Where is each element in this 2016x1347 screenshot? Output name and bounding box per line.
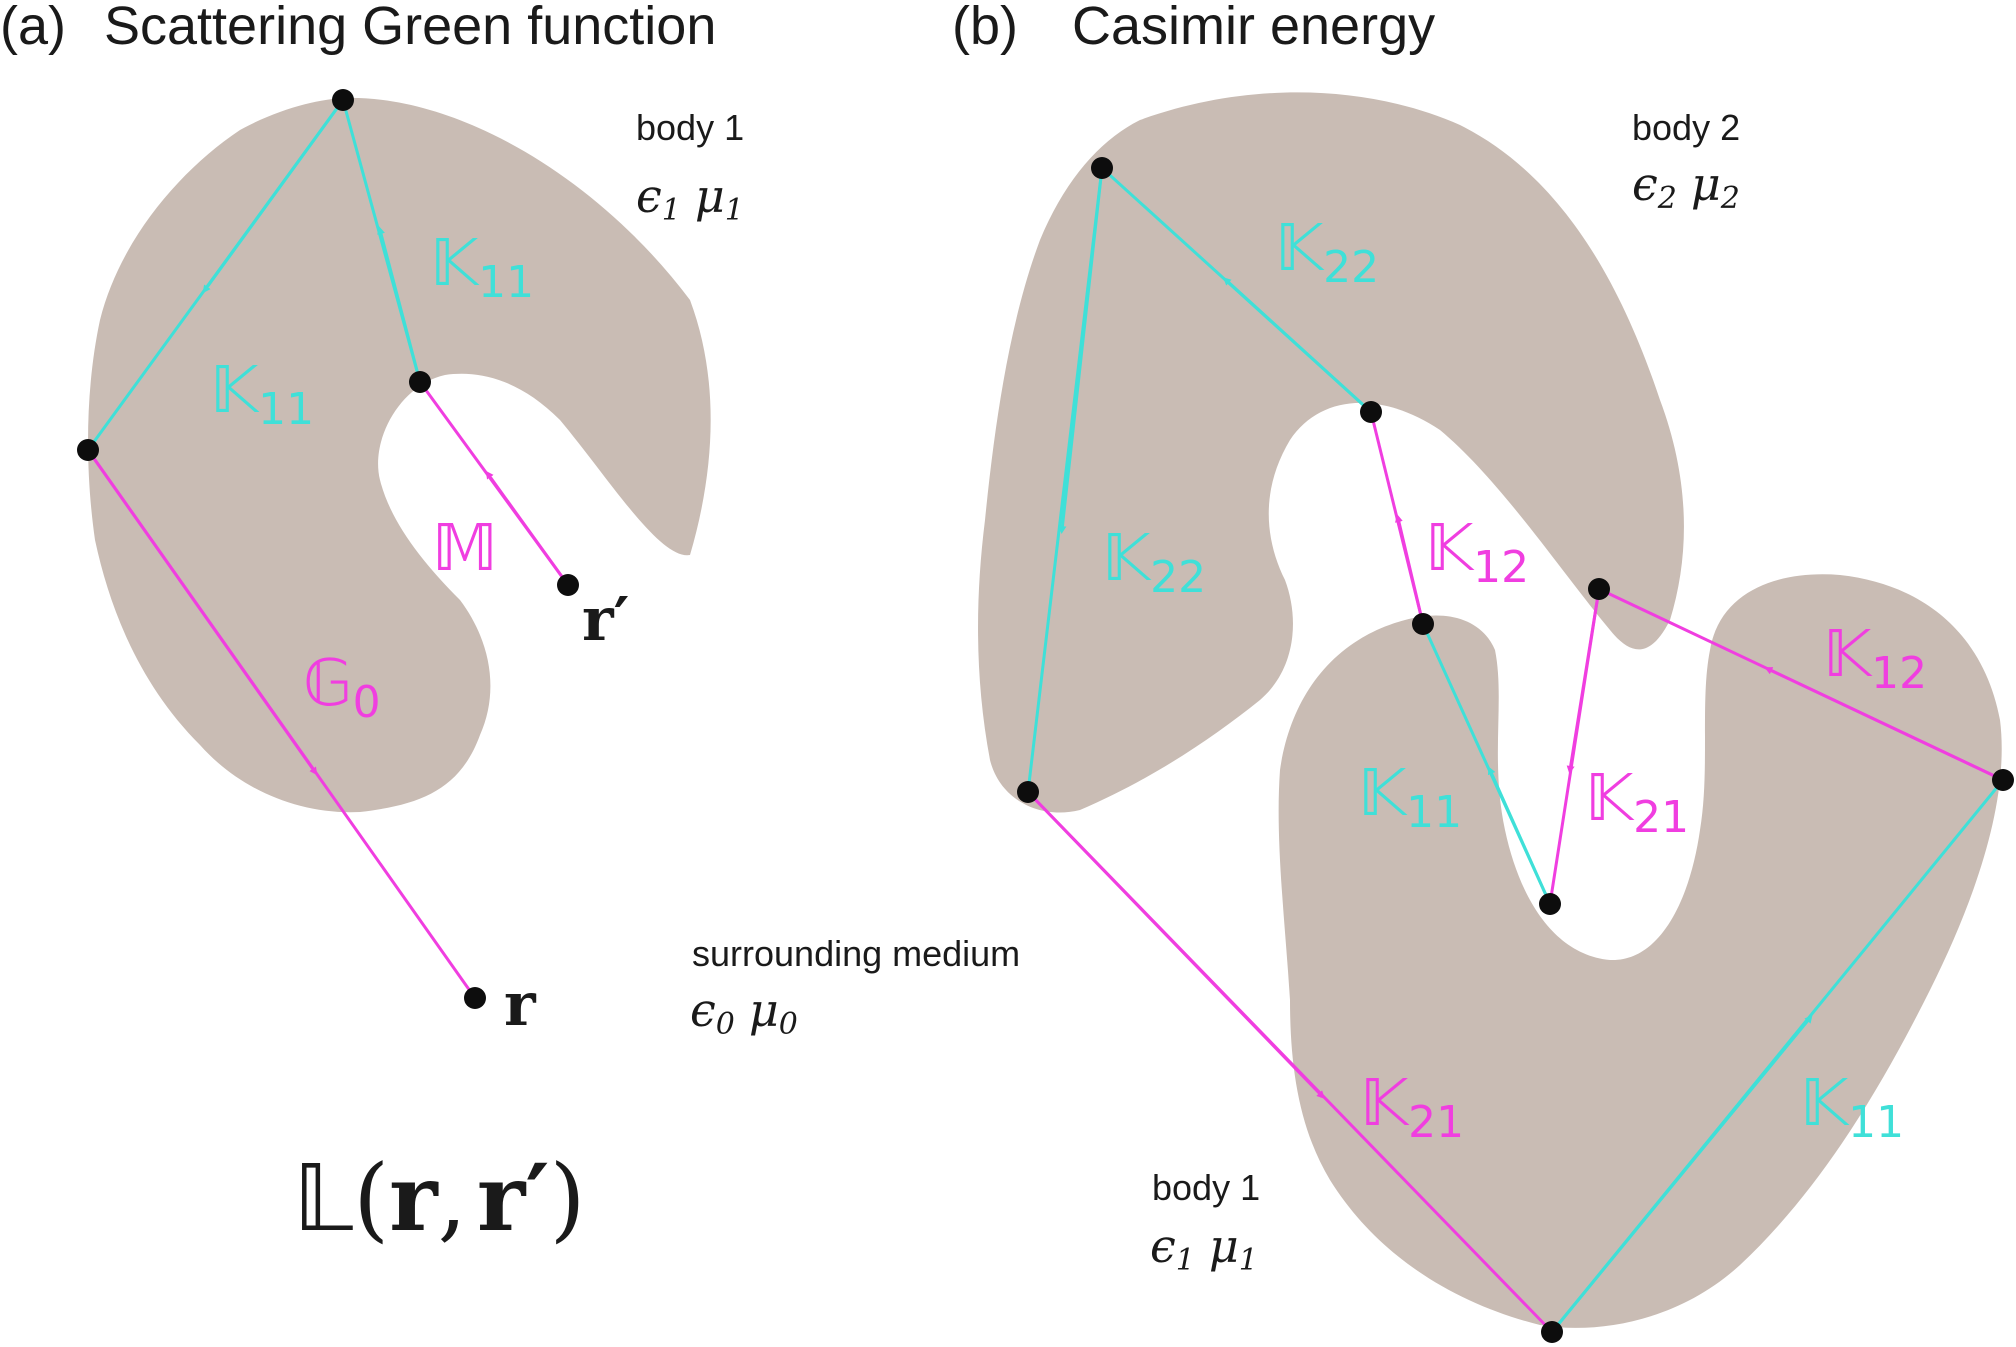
body-1-label-b: body 1: [1152, 1167, 1260, 1208]
node-b-inner-top: [1360, 401, 1382, 423]
paths-panel-a: [86, 99, 570, 999]
panel-a-title: Scattering Green function: [104, 0, 716, 56]
arrow-k11-top-a: [377, 226, 422, 383]
node-inner-a: [409, 371, 431, 393]
label-k11-mid-b: 𝕂11: [1358, 757, 1462, 838]
arrow-k21-mid: [1566, 588, 1601, 774]
arrow-k21-bottom: [1026, 790, 1325, 1099]
node-r: [464, 987, 486, 1009]
medium-props: ϵ0 μ0: [690, 983, 798, 1042]
medium-label: surrounding medium: [692, 933, 1020, 974]
label-g0-a: 𝔾0: [303, 647, 381, 728]
arrow-k11-left-a: [202, 99, 345, 294]
arrow-m-a: [485, 470, 570, 586]
panel-b-label: (b): [952, 0, 1018, 56]
nodes-panel-a: [77, 89, 579, 1009]
node-b-right: [1992, 769, 2014, 791]
arrow-k11-right-b: [1550, 1014, 1813, 1333]
node-left-a: [77, 439, 99, 461]
arrow-k12-right: [1764, 667, 2004, 782]
label-k12-mid: 𝕂12: [1425, 512, 1529, 593]
node-b-lower-tip: [1412, 613, 1434, 635]
arrow-g0-a: [86, 449, 318, 776]
label-k11-top-a: 𝕂11: [430, 227, 534, 308]
arrow-k12-mid: [1395, 514, 1425, 625]
body-2-label: body 2: [1632, 107, 1740, 148]
nodes-panel-b: [1017, 157, 2014, 1343]
node-b-center: [1539, 893, 1561, 915]
label-k21-mid: 𝕂21: [1585, 762, 1689, 843]
label-k22-left: 𝕂22: [1102, 522, 1206, 603]
formula-green-function: 𝕃(r, r′): [293, 1144, 586, 1252]
body-2-props: ϵ2 μ2: [1632, 157, 1740, 216]
panel-a-label: (a): [0, 0, 66, 56]
node-b-bottom: [1541, 1321, 1563, 1343]
label-k21-bottom: 𝕂21: [1360, 1067, 1464, 1148]
panel-b: (b) Casimir energy: [952, 0, 2014, 1343]
label-r-prime: r′: [582, 585, 629, 655]
node-r-prime: [557, 574, 579, 596]
body-1-label-a: body 1: [636, 107, 744, 148]
label-k11-right-b: 𝕂11: [1800, 1067, 1904, 1148]
arrow-k22-top: [1223, 277, 1373, 414]
paths-panel-b: [1026, 166, 2005, 1334]
label-m-a: 𝕄: [432, 512, 498, 586]
panel-a: (a) Scattering Green function 𝕂11 𝕂11 𝕄 …: [0, 0, 1020, 1252]
body-1-props-b: ϵ1 μ1: [1150, 1219, 1258, 1278]
arrow-k22-left: [1058, 167, 1104, 534]
node-b-top: [1091, 157, 1113, 179]
body-2-shape: [978, 92, 1684, 813]
node-top-a: [332, 89, 354, 111]
node-b-left: [1017, 781, 1039, 803]
label-k11-left-a: 𝕂11: [210, 354, 314, 435]
label-r: r: [504, 970, 537, 1040]
label-k22-top: 𝕂22: [1275, 212, 1379, 293]
arrow-k11-mid-b: [1487, 766, 1552, 905]
body-1-props-a: ϵ1 μ1: [636, 169, 744, 228]
node-b-tip: [1588, 578, 1610, 600]
body-1-shape-a: [88, 97, 711, 813]
panel-b-title: Casimir energy: [1072, 0, 1435, 56]
body-1-shape-b: [1278, 574, 2002, 1328]
label-k12-right: 𝕂12: [1823, 618, 1927, 699]
